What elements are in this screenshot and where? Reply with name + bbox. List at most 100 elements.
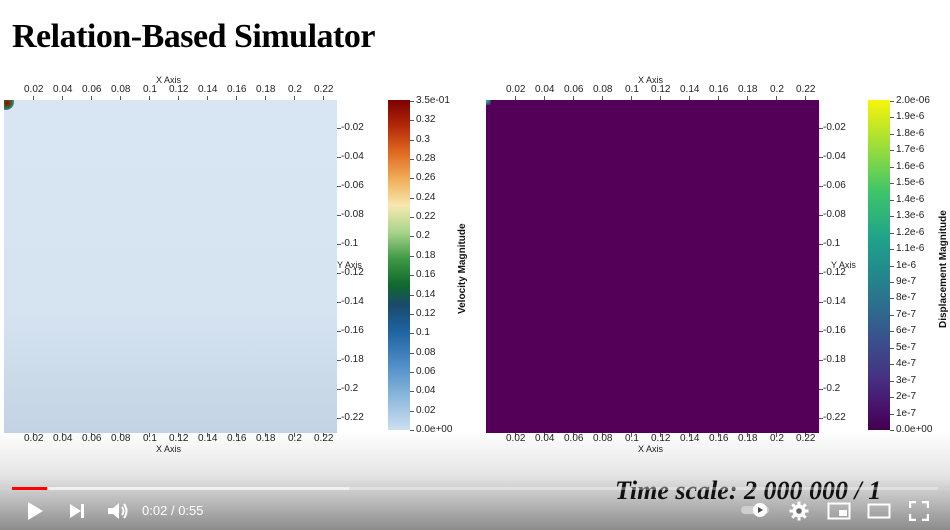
colorbar-tick-label: 6e-7: [896, 325, 917, 337]
y-tick-label: -0.14: [823, 296, 846, 307]
y-tick-label: -0.04: [823, 151, 846, 162]
colorbar-tick-mark: [890, 364, 894, 366]
player-controls-gradient: [0, 430, 950, 530]
y-tick-mark: [819, 331, 823, 332]
x-tick-mark: [120, 433, 121, 437]
y-tick-mark: [337, 157, 341, 158]
x-tick-mark: [207, 96, 208, 100]
next-button[interactable]: [64, 498, 90, 524]
x-tick-mark: [265, 96, 266, 100]
x-tick-label: 0.2: [770, 84, 784, 95]
colorbar-tick-mark: [890, 166, 894, 168]
colorbar-tick-label: 0.3: [416, 133, 430, 145]
colorbar-tick-label: 2e-7: [896, 391, 917, 403]
x-tick-label: 0.1: [625, 433, 639, 444]
x-tick-mark: [573, 433, 574, 437]
velocity-colorbar-title: Velocity Magnitude: [457, 223, 468, 314]
colorbar-tick-mark: [410, 217, 414, 219]
x-tick-mark: [544, 433, 545, 437]
x-tick-mark: [805, 96, 806, 100]
theater-icon: [867, 503, 891, 519]
x-tick-label: 0.02: [506, 433, 525, 444]
colorbar-tick-label: 1.5e-6: [896, 177, 925, 189]
colorbar-tick-mark: [890, 117, 894, 119]
colorbar-tick-label: 1.4e-6: [896, 193, 925, 205]
settings-button[interactable]: [787, 498, 811, 524]
x-tick-mark: [660, 96, 661, 100]
colorbar-tick-mark: [890, 347, 894, 349]
fullscreen-button[interactable]: [906, 498, 932, 524]
x-tick-mark: [776, 433, 777, 437]
progress-bar[interactable]: [12, 487, 938, 490]
x-tick-mark: [236, 433, 237, 437]
colorbar-tick-label: 0.28: [416, 153, 436, 165]
x-tick-label: 0.12: [169, 84, 189, 95]
colorbar-tick-label: 1.7e-6: [896, 144, 925, 156]
x-tick-mark: [689, 96, 690, 100]
colorbar-tick-label: 0.12: [416, 307, 436, 319]
theater-mode-button[interactable]: [866, 498, 892, 524]
x-tick-label: 0.02: [24, 84, 44, 95]
y-tick-label: -0.16: [823, 325, 846, 336]
progress-played: [12, 487, 48, 490]
colorbar-tick-label: 0.0e+00: [896, 424, 932, 435]
x-tick-mark: [91, 433, 92, 437]
x-tick-label: 0.02: [24, 433, 43, 444]
y-tick-mark: [819, 302, 823, 303]
colorbar-tick-label: 3.5e-01: [416, 95, 450, 106]
colorbar-tick-label: 0.18: [416, 249, 436, 261]
velocity-colorbar: [388, 100, 410, 430]
right-y-axis-title: Y Axis: [831, 260, 856, 270]
x-tick-label: 0.06: [564, 433, 583, 444]
autoplay-toggle[interactable]: [741, 503, 771, 517]
x-tick-mark: [515, 96, 516, 100]
y-tick-mark: [819, 273, 823, 274]
colorbar-tick-mark: [410, 101, 414, 102]
y-tick-label: -0.22: [823, 412, 846, 423]
colorbar-tick-mark: [890, 249, 894, 251]
y-tick-mark: [819, 186, 823, 187]
y-tick-label: -0.08: [823, 209, 846, 220]
x-tick-label: 0.14: [198, 84, 218, 95]
play-button[interactable]: [22, 498, 48, 524]
colorbar-tick-label: 2.0e-06: [896, 95, 930, 106]
time-separator: /: [170, 503, 175, 518]
colorbar-tick-label: 1e-7: [896, 407, 917, 419]
colorbar-tick-mark: [410, 371, 414, 373]
y-tick-label: -0.06: [341, 180, 364, 191]
colorbar-tick-mark: [890, 314, 894, 316]
x-tick-mark: [178, 96, 179, 100]
x-tick-mark: [62, 96, 63, 100]
x-tick-label: 0.2: [288, 84, 302, 95]
y-tick-mark: [337, 302, 341, 303]
colorbar-tick-label: 1.1e-6: [896, 243, 925, 255]
x-tick-label: 0.08: [593, 84, 613, 95]
colorbar-tick-mark: [410, 275, 414, 277]
x-tick-label: 0.16: [709, 433, 728, 444]
colorbar-tick-mark: [890, 199, 894, 201]
y-tick-mark: [337, 215, 341, 216]
next-icon: [70, 504, 84, 518]
fullscreen-icon: [909, 501, 929, 521]
x-tick-mark: [660, 433, 661, 437]
miniplayer-icon: [827, 502, 851, 520]
colorbar-tick-label: 7e-7: [896, 308, 917, 320]
progress-buffered: [12, 487, 350, 490]
x-tick-label: 0.22: [314, 433, 333, 444]
right-x-axis-title-bottom: X Axis: [638, 444, 663, 454]
x-tick-label: 0.04: [535, 433, 554, 444]
x-tick-label: 0.12: [169, 433, 188, 444]
displacement-colorbar: [868, 100, 890, 430]
x-tick-mark: [178, 433, 179, 437]
colorbar-tick-mark: [410, 430, 414, 431]
volume-button[interactable]: [104, 498, 132, 524]
y-tick-label: -0.02: [341, 122, 364, 133]
x-tick-label: 0.12: [651, 433, 670, 444]
x-tick-mark: [515, 433, 516, 437]
miniplayer-button[interactable]: [826, 498, 852, 524]
colorbar-tick-mark: [410, 313, 414, 315]
x-tick-mark: [149, 96, 150, 100]
y-tick-mark: [337, 273, 341, 274]
x-tick-mark: [120, 96, 121, 100]
